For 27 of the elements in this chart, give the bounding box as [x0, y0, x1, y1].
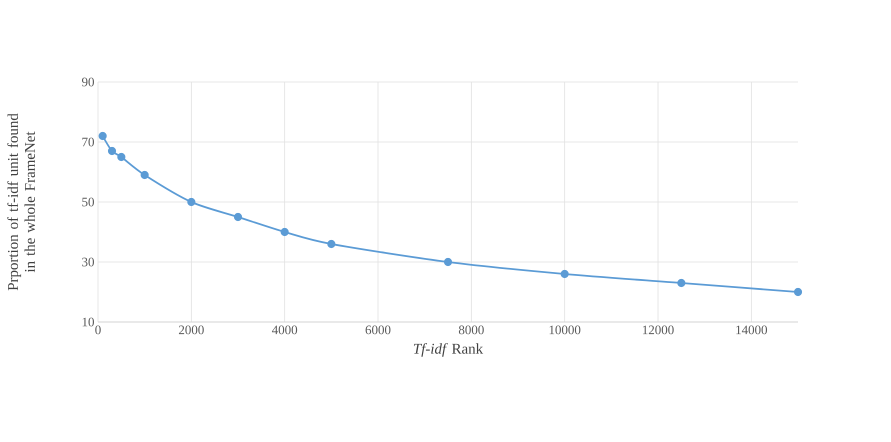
point [187, 198, 196, 206]
x-tick-label: 2000 [178, 326, 204, 334]
x-tick-label: 8000 [458, 326, 484, 334]
point [677, 278, 686, 288]
x-tick-label: 6000 [366, 326, 390, 334]
y-tick-label: 50 [82, 198, 94, 206]
point [98, 132, 107, 140]
point [560, 270, 569, 278]
point [794, 288, 802, 296]
x-tick-label: 12000 [642, 326, 674, 334]
x-tick-label: 10000 [550, 326, 580, 334]
point [327, 240, 336, 248]
point [234, 212, 242, 222]
y-tick-label: 70 [82, 138, 94, 146]
x-axis-title: Tf-idf Rank [414, 343, 484, 357]
y-tick-label: 10 [82, 318, 94, 326]
y-tick-label: 30 [82, 258, 94, 266]
point [140, 170, 149, 180]
point [280, 228, 289, 236]
x-tick-label: 4000 [272, 326, 298, 334]
x-tick-label: 0 [95, 326, 101, 334]
point [108, 146, 116, 156]
y-axis-title: Prportion of tf-idf unit found in the whole FrameNet [7, 113, 35, 290]
point [117, 152, 126, 162]
x-tick-label: 14000 [736, 326, 768, 334]
point [444, 258, 452, 266]
y-tick-label: 90 [82, 78, 94, 86]
